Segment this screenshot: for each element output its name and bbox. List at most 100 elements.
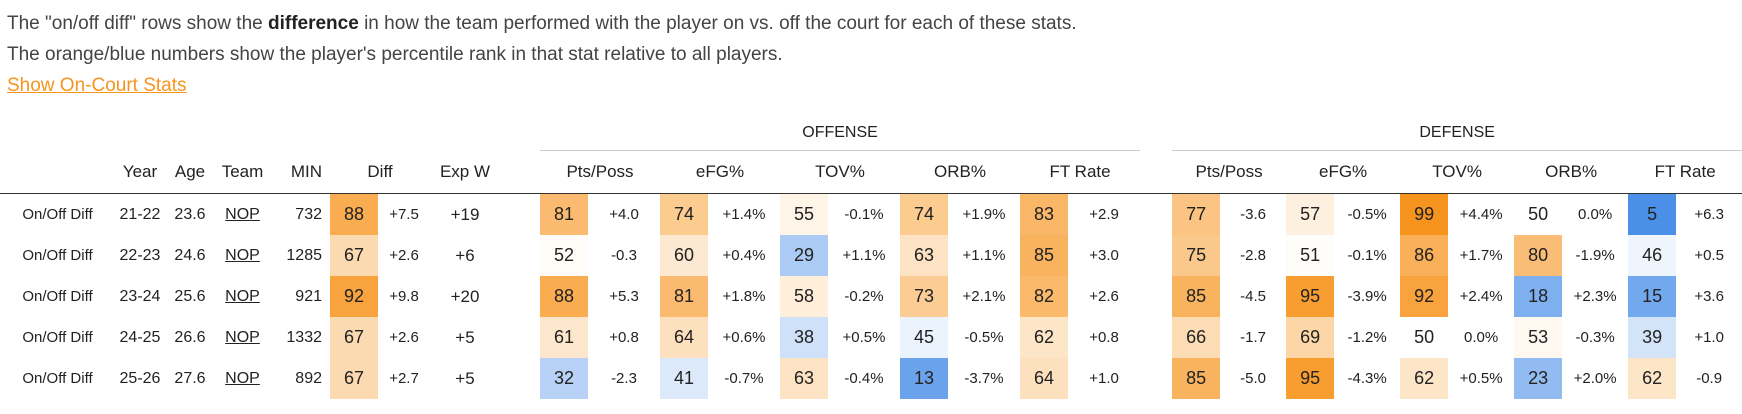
team-cell: NOP [215,194,270,236]
column-header: TOV% [1400,150,1515,194]
percentile-cell: 83 [1020,193,1068,235]
group-header: OFFENSE [540,116,1141,151]
diff-value: +3.0 [1089,247,1119,264]
team-cell: NOP [215,358,270,399]
percentile-cell: 95 [1286,276,1335,317]
team-cell: NOP [215,235,270,276]
team-cell: NOP [215,317,270,358]
percentile-cell: 62 [1020,317,1068,358]
percentile-cell: 66 [1172,317,1221,358]
diff-value: +2.7 [389,370,419,387]
diff-value: -0.3 [611,247,637,264]
percentile-cell: 53 [1514,317,1563,358]
diff-value: +2.6 [1089,288,1119,305]
diff-value: +4.0 [609,206,639,223]
percentile-cell: 46 [1628,235,1677,276]
diff-value: -2.8 [1240,247,1267,264]
percentile-cell: 80 [1514,235,1563,276]
percentile-cell: 50 [1514,193,1563,235]
diff-value: -2.3 [611,370,637,387]
percentile-cell: 62 [1400,358,1449,399]
diff-value: +2.6 [389,329,419,346]
year: 25-26 [119,369,161,387]
team-link[interactable]: NOP [225,287,260,305]
percentile-cell: 64 [1020,358,1068,399]
percentile-cell: 58 [780,276,828,317]
row-label: On/Off Diff [22,247,93,264]
diff-value: 0.0% [1463,329,1499,346]
percentile-cell: 51 [1286,235,1335,276]
percentile-cell: 99 [1400,193,1449,235]
diff-value: -3.9% [1347,288,1387,305]
percentile-cell: 63 [900,235,948,276]
diff-value: +0.5% [842,329,886,346]
intro-line: The orange/blue numbers show the player'… [7,44,783,65]
diff-value: +7.5 [389,206,419,223]
percentile-cell: 74 [900,193,948,235]
percentile-cell: 32 [540,358,588,399]
team-cell: NOP [215,276,270,317]
diff-value: -0.5% [964,329,1004,346]
percentile-cell: 29 [780,235,828,276]
column-header: Age [165,150,215,194]
expected-wins: +6 [455,245,475,265]
column-header: Team [215,150,270,194]
column-header: Year [115,150,165,194]
show-on-court-link[interactable]: Show On-Court Stats [7,75,187,96]
column-header: FT Rate [1628,150,1742,194]
column-header: Pts/Poss [1172,150,1287,194]
percentile-cell: 85 [1020,235,1068,276]
diff-value: -0.3% [1575,329,1615,346]
team-link[interactable]: NOP [225,369,260,387]
row-label: On/Off Diff [22,206,93,223]
diff-value: +2.6 [389,247,419,264]
diff-value: -4.3% [1347,370,1387,387]
diff-value: -0.7% [724,370,764,387]
percentile-cell: 92 [1400,276,1449,317]
percentile-cell: 69 [1286,317,1335,358]
spacer [1140,235,1172,276]
percentile-cell: 62 [1628,358,1677,399]
percentile-cell: 77 [1172,193,1221,235]
diff-value: +5.3 [609,288,639,305]
age: 26.6 [174,328,206,346]
team-link[interactable]: NOP [225,246,260,264]
diff-value: +0.5% [1459,370,1503,387]
diff-value: +4.4% [1459,206,1503,223]
year: 24-25 [119,328,161,346]
expected-wins: +5 [455,368,475,388]
minutes: 892 [295,369,322,387]
diff-value: +2.3% [1573,288,1617,305]
percentile-cell: 63 [780,358,828,399]
expected-wins: +19 [450,204,480,224]
diff-value: +3.6 [1694,288,1724,305]
team-link[interactable]: NOP [225,205,260,223]
intro-line: The "on/off diff" rows show the differen… [7,8,1077,39]
stats-table: OFFENSE DEFENSE Year Age Team MIN Diff Exp W Pts… [0,116,1742,399]
intro: The "on/off diff" rows show the differen… [7,8,1077,101]
row-label: On/Off Diff [22,288,93,305]
age: 25.6 [174,287,206,305]
percentile-cell: 81 [660,276,708,317]
spacer [500,317,540,358]
percentile-cell: 88 [540,276,588,317]
diff-value: +1.0 [1694,329,1724,346]
percentile-cell: 86 [1400,235,1449,276]
percentile-cell: 67 [330,358,378,399]
minutes: 1332 [286,328,322,346]
team-link[interactable]: NOP [225,328,260,346]
diff-value: +9.8 [389,288,419,305]
percentile-cell: 75 [1172,235,1221,276]
diff-value: +2.9 [1089,206,1119,223]
spacer [500,150,540,194]
spacer [0,150,115,194]
diff-value: +2.1% [962,288,1006,305]
percentile-cell: 57 [1286,193,1335,235]
spacer [1140,276,1172,317]
diff-value: +0.8 [1089,329,1119,346]
table-row: On/Off Diff 21-22 23.6 NOP 732 88 +7.5 +19 81 +4.… [0,193,1742,236]
text: The "on/off diff" rows show the [7,13,268,34]
group-header: DEFENSE [1172,116,1742,151]
percentile-cell: 5 [1628,193,1677,235]
